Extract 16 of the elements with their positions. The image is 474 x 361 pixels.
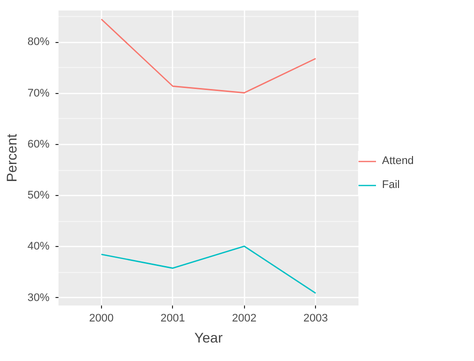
y-tick-label: 80% xyxy=(27,36,50,48)
line-series xyxy=(100,246,316,294)
legend-label: Attend xyxy=(382,155,414,167)
y-tick-label: 30% xyxy=(27,292,50,304)
x-axis-title: Year xyxy=(194,330,223,346)
y-tick-label: 50% xyxy=(27,190,50,202)
line-series xyxy=(100,18,316,94)
y-tick-label: 70% xyxy=(27,87,50,100)
legend-label: Fail xyxy=(382,179,401,191)
x-tick-label: 2001 xyxy=(160,312,186,324)
x-tick-label: 2003 xyxy=(303,312,328,324)
x-tick-label: 2000 xyxy=(89,312,114,324)
y-tick-label: 40% xyxy=(27,240,50,253)
y-axis-title: Percent xyxy=(3,134,20,182)
x-tick-label: 2002 xyxy=(232,312,256,324)
y-tick-label: 60% xyxy=(27,138,50,150)
